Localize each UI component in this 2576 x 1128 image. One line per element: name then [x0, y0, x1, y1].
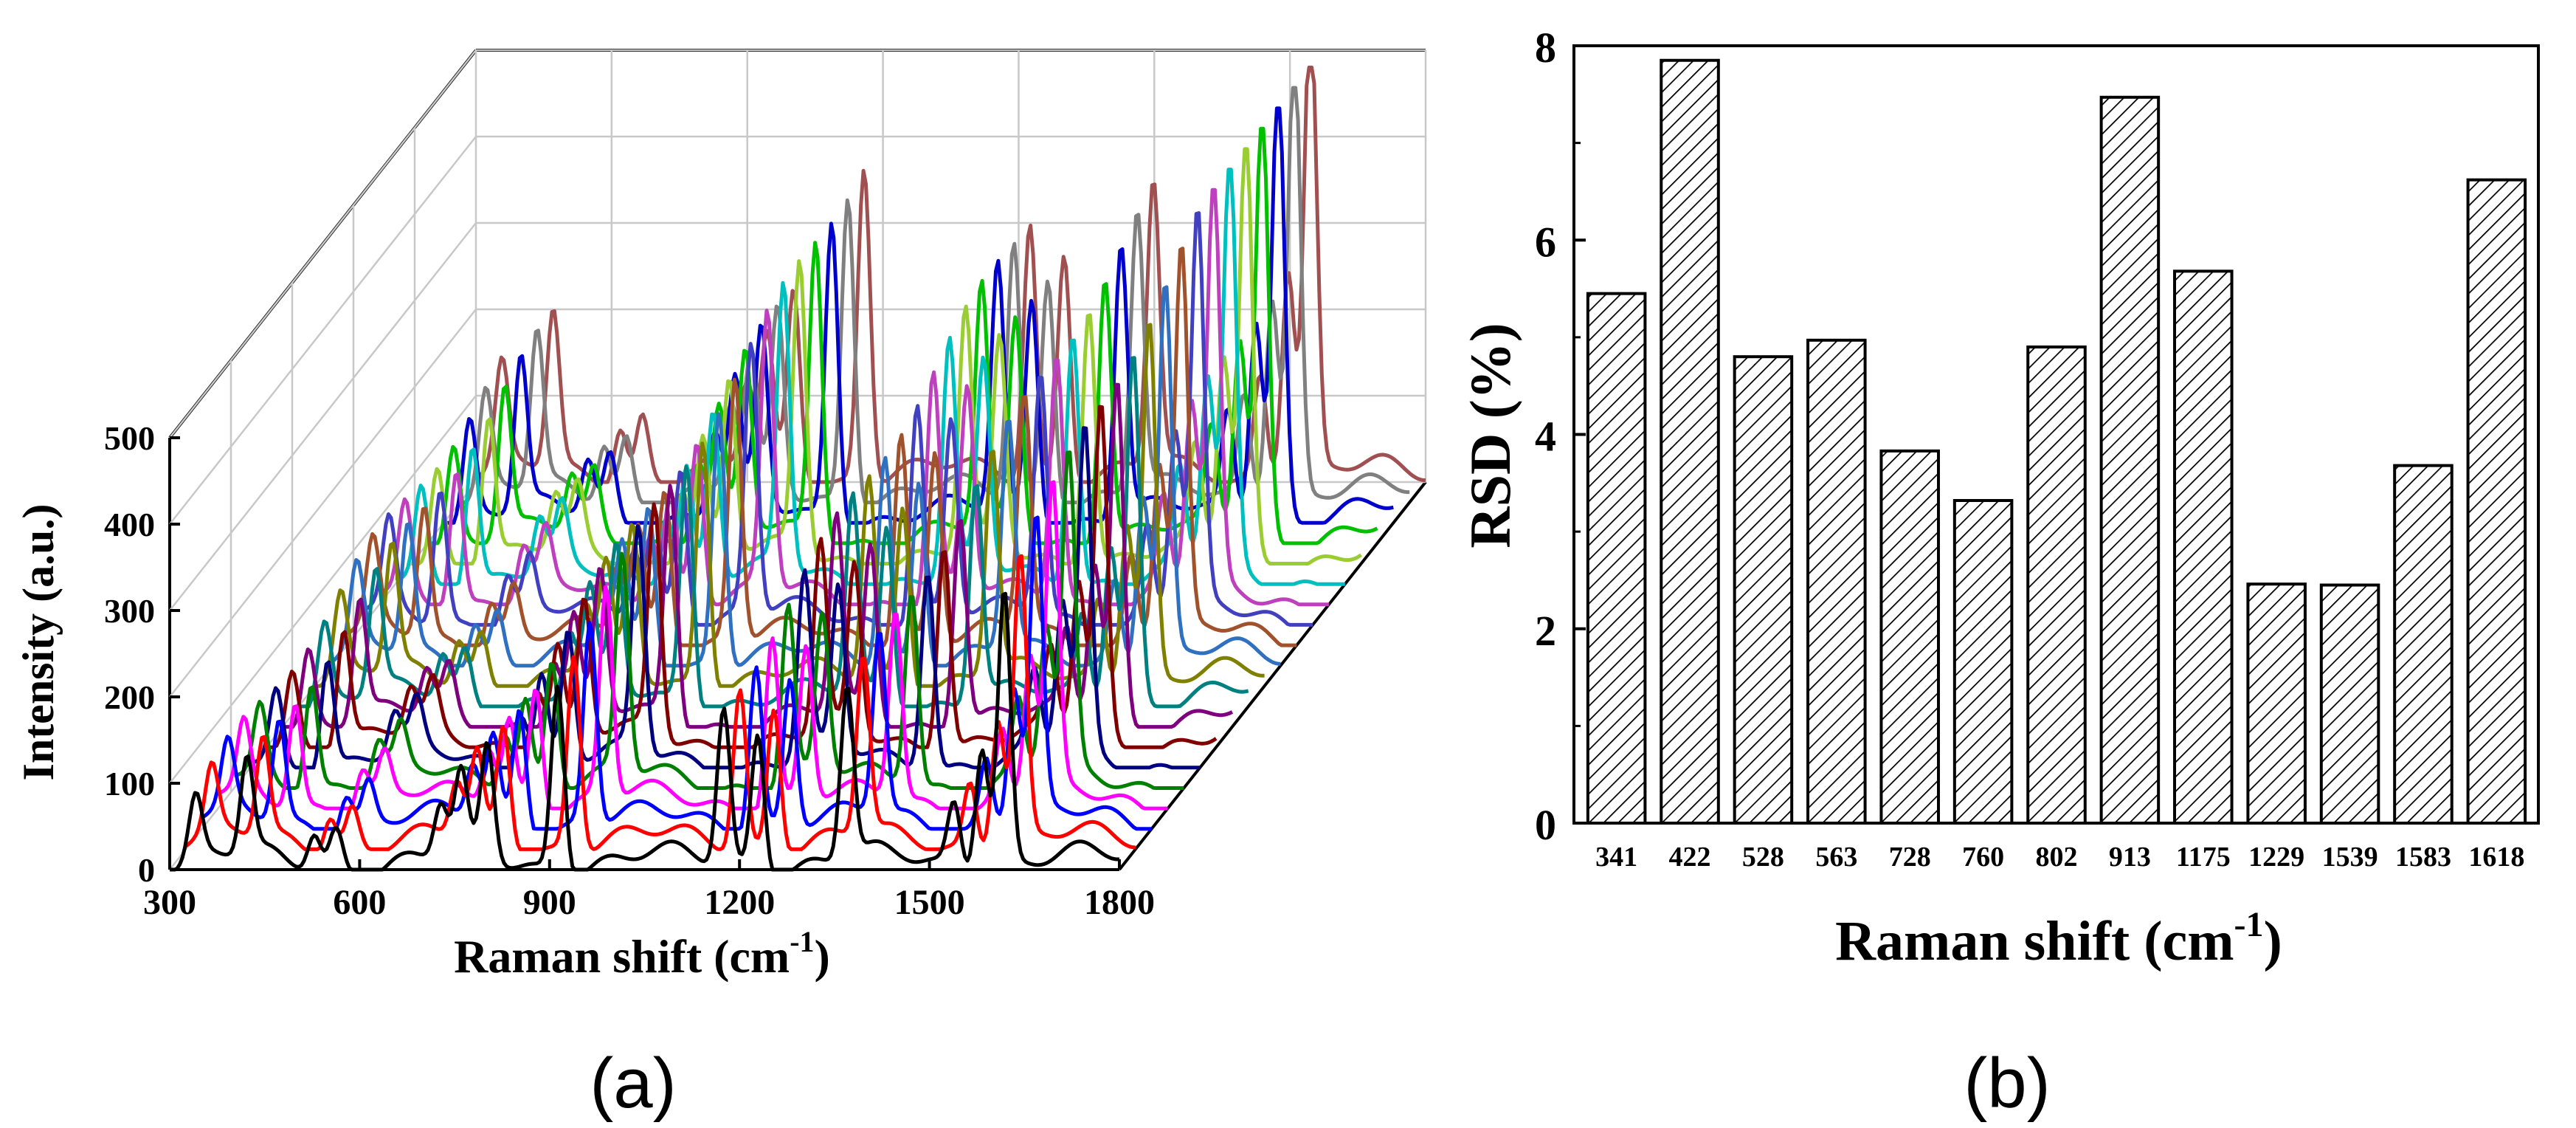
rsd-bar-1539	[2319, 583, 2380, 825]
spectrum-series-14	[379, 188, 1329, 607]
waterfall-y-tick-label: 0	[138, 851, 155, 889]
rsd-y-tick-label: 6	[1535, 218, 1556, 266]
spectrum-series-20	[474, 65, 1426, 484]
rsd-x-tick-label: 1175	[2176, 842, 2231, 873]
rsd-bar-728	[1879, 449, 1940, 825]
panel-a-label: (a)	[590, 1044, 676, 1123]
waterfall-series-group	[170, 65, 1426, 872]
waterfall-x-tick-label: 1500	[894, 883, 965, 922]
rsd-y-axis-title: RSD (%)	[1458, 323, 1522, 548]
rsd-bar-913	[2099, 95, 2161, 825]
rsd-y-tick-label: 8	[1535, 24, 1556, 72]
side-grid-line	[169, 309, 477, 698]
spectrum-series-18	[443, 106, 1394, 525]
waterfall-x-tick-label: 1800	[1084, 883, 1155, 922]
waterfall-y-tick-label: 300	[104, 592, 155, 630]
panel-b-label: (b)	[1964, 1044, 2050, 1123]
rsd-bar-760	[1952, 499, 2014, 825]
rsd-x-tick-label: 1539	[2322, 842, 2378, 873]
waterfall-y-tick-label: 500	[104, 419, 155, 457]
waterfall-chart: 300 600 900 1200 1500 1800 0 100 200 300 400 500 R…	[14, 49, 1427, 983]
spectrum-series-12	[346, 247, 1297, 647]
waterfall-x-tick-label: 900	[523, 883, 576, 922]
rsd-bar-1229	[2246, 582, 2307, 825]
rsd-y-tick-label: 0	[1535, 801, 1556, 849]
side-grid-line	[169, 136, 477, 525]
rsd-y-tick-label: 2	[1535, 607, 1556, 655]
rsd-bar-341	[1586, 292, 1647, 825]
rsd-bar-563	[1806, 338, 1867, 825]
rsd-bar-422	[1660, 58, 1720, 825]
rsd-x-tick-label: 528	[1742, 842, 1784, 873]
spectrum-series-8	[282, 382, 1234, 729]
waterfall-y-axis-title: Intensity (a.u.)	[14, 503, 63, 780]
rsd-x-tick-label: 760	[1962, 842, 2004, 873]
waterfall-x-ticks: 300 600 900 1200 1500 1800	[143, 859, 1155, 922]
spectrum-series-15	[395, 168, 1345, 586]
spectrum-series-7	[266, 405, 1218, 749]
spectrum-series-1	[170, 591, 1119, 872]
waterfall-y-tick-label: 200	[104, 678, 155, 716]
spectrum-series-6	[250, 426, 1201, 770]
side-grid-line	[169, 49, 477, 439]
rsd-x-tick-label: 1618	[2468, 842, 2524, 873]
rsd-x-axis-title: Raman shift (cm-1)	[1835, 905, 2282, 972]
waterfall-y-tick-label: 400	[104, 506, 155, 543]
rsd-y-tick-label: 4	[1535, 413, 1556, 461]
rsd-bar-1618	[2466, 178, 2527, 825]
rsd-x-tick-label: 1229	[2248, 842, 2304, 873]
rsd-y-ticks: 0 2 4 6 8	[1535, 24, 1586, 849]
spectrum-series-19	[460, 86, 1410, 505]
waterfall-x-axis-title: Raman shift (cm-1)	[454, 925, 830, 983]
rsd-x-tick-label: 802	[2035, 842, 2077, 873]
waterfall-y-tick-label: 100	[104, 765, 155, 802]
rsd-bar-528	[1733, 355, 1794, 825]
rsd-x-tick-label: 913	[2109, 842, 2151, 873]
rsd-x-tick-label: 341	[1595, 842, 1637, 873]
side-grid-line	[169, 222, 477, 611]
rsd-bars	[1586, 58, 2527, 825]
rsd-x-tick-label: 1583	[2395, 842, 2451, 873]
rsd-bar-chart: 0 2 4 6 8 341 422 528 563 728 760 802 913 1175 1229 15…	[1458, 24, 2540, 972]
rsd-x-tick-label: 728	[1889, 842, 1931, 873]
side-grid-line	[169, 395, 477, 784]
waterfall-x-tick-label: 300	[143, 883, 196, 922]
waterfall-y-ticks: 0 100 200 300 400 500	[104, 419, 180, 889]
rsd-bar-1175	[2173, 269, 2234, 825]
spectrum-series-16	[411, 147, 1363, 565]
waterfall-x-tick-label: 1200	[704, 883, 775, 922]
rsd-x-ticks: 341 422 528 563 728 760 802 913 1175 1229 1539 1583…	[1595, 842, 2524, 873]
rsd-bar-802	[2026, 345, 2087, 825]
spectrum-series-9	[298, 356, 1249, 709]
spectrum-series-10	[314, 323, 1265, 688]
spectrum-series-17	[427, 126, 1378, 546]
waterfall-x-tick-label: 600	[333, 883, 386, 922]
bottom-right-depth-edge	[1118, 481, 1427, 871]
rsd-x-tick-label: 563	[1815, 842, 1857, 873]
rsd-bar-1583	[2393, 464, 2454, 825]
spectrum-series-2	[184, 554, 1136, 851]
rsd-x-tick-label: 422	[1669, 842, 1711, 873]
spectrum-series-13	[362, 211, 1313, 627]
